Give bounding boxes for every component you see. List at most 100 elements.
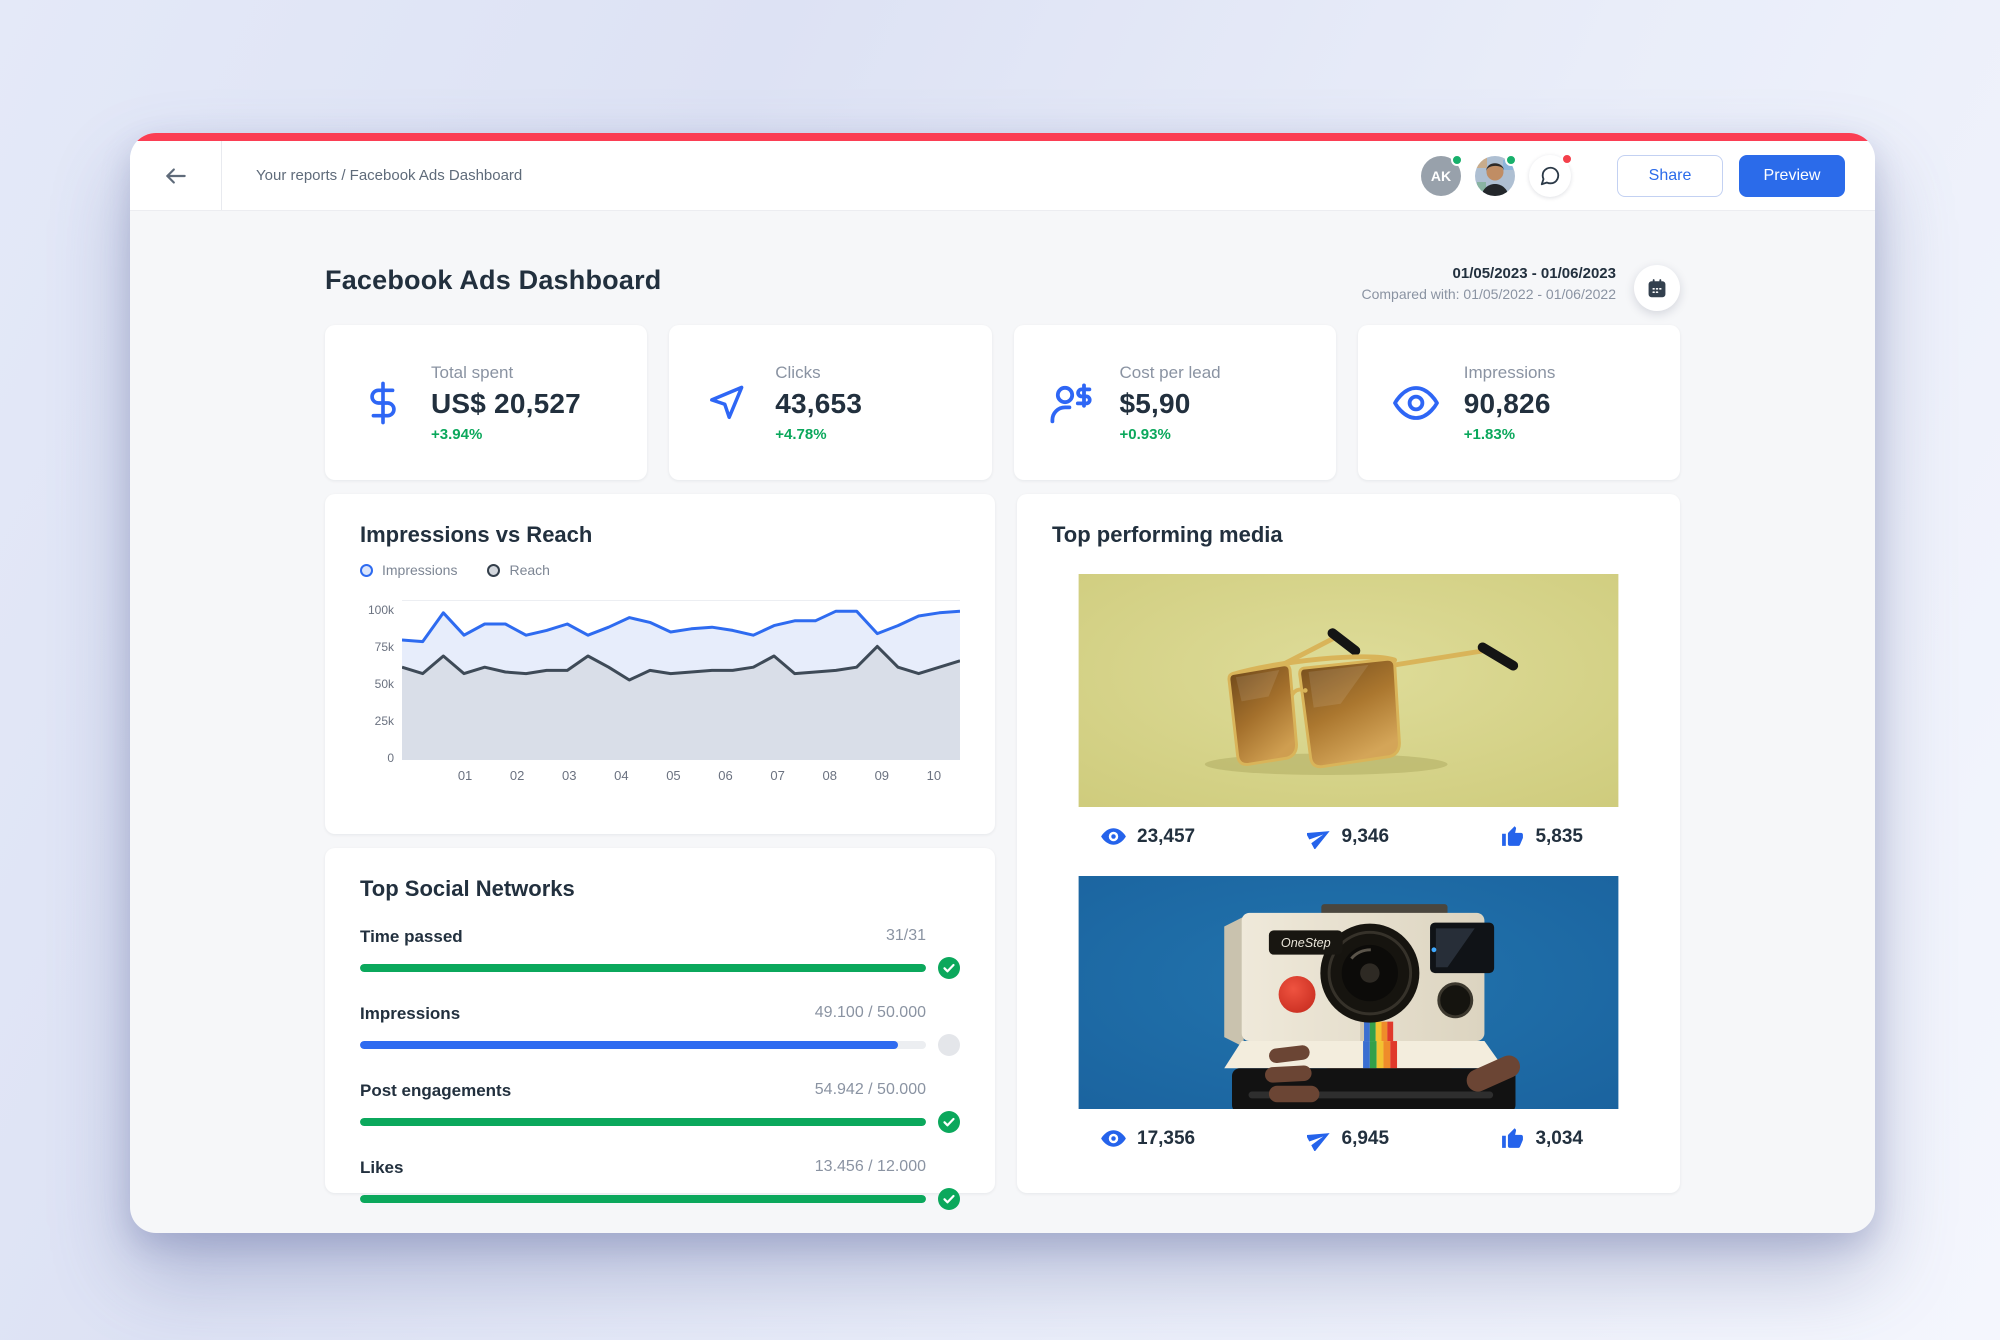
social-row-value: 49.100 / 50.000 xyxy=(814,1004,926,1021)
check-circle-icon xyxy=(938,957,960,979)
media-views: 23,457 xyxy=(1100,823,1195,850)
chart-legend: Impressions Reach xyxy=(360,562,960,578)
social-row-1: Impressions 49.100 / 50.000 xyxy=(360,1004,960,1056)
progress-bar xyxy=(360,1195,926,1203)
progress-status-icon xyxy=(938,1111,960,1133)
topbar-actions: AK xyxy=(1407,152,1875,197)
kpi-label: Total spent xyxy=(431,362,514,382)
sunglasses-photo xyxy=(1078,574,1619,807)
kpi-delta: +3.94% xyxy=(431,425,483,443)
online-indicator xyxy=(1505,153,1517,166)
media-stats-row: 23,457 9,346 xyxy=(1052,823,1645,850)
kpi-delta: +0.93% xyxy=(1119,425,1171,443)
chart-title: Impressions vs Reach xyxy=(360,522,593,547)
pending-circle-icon xyxy=(938,1034,960,1056)
legend-impressions[interactable]: Impressions xyxy=(360,562,457,578)
progress-bar xyxy=(360,1041,926,1049)
page-title: Facebook Ads Dashboard xyxy=(325,265,662,295)
thumbs-up-icon xyxy=(1502,826,1524,846)
chart-y-axis: 0 25k 50k 75k 100k xyxy=(367,603,394,765)
avatar-photo[interactable] xyxy=(1475,153,1517,196)
dollar-icon xyxy=(351,380,415,426)
social-row-value: 31/31 xyxy=(885,927,926,944)
dashboard-content: Facebook Ads Dashboard 01/05/2023 - 01/0… xyxy=(130,211,1875,1210)
media-item-sunglasses: 23,457 9,346 xyxy=(1052,574,1645,850)
social-row-3: Likes 13.456 / 12.000 xyxy=(360,1158,960,1210)
notification-indicator xyxy=(1561,152,1573,165)
social-row-label: Impressions xyxy=(360,1004,461,1023)
progress-status-icon xyxy=(938,1188,960,1210)
progress-status-icon xyxy=(938,957,960,979)
kpi-label: Cost per lead xyxy=(1119,362,1221,382)
social-row-label: Likes xyxy=(360,1158,404,1177)
kpi-value: US$ 20,527 xyxy=(431,387,581,419)
social-row-label: Time passed xyxy=(360,927,463,946)
chat-icon xyxy=(1540,166,1560,185)
media-title: Top performing media xyxy=(1052,522,1283,547)
share-button[interactable]: Share xyxy=(1617,154,1723,197)
kpi-value: $5,90 xyxy=(1119,387,1191,419)
kpi-card-clicks: Clicks 43,653 +4.78% xyxy=(669,325,992,480)
check-circle-icon xyxy=(938,1111,960,1133)
media-stats-row: 17,356 6,945 xyxy=(1052,1125,1645,1152)
social-row-value: 54.942 / 50.000 xyxy=(814,1081,926,1098)
arrow-left-icon xyxy=(165,167,186,184)
back-button[interactable] xyxy=(130,141,222,210)
thumbs-up-icon xyxy=(1502,1128,1524,1148)
online-indicator xyxy=(1451,153,1463,166)
kpi-delta: +1.83% xyxy=(1463,425,1516,443)
share-arrow-icon xyxy=(1306,1133,1330,1151)
media-likes: 5,835 xyxy=(1500,823,1583,850)
impressions-vs-reach-panel: Impressions vs Reach Impressions Reach 0… xyxy=(325,494,995,834)
avatar-initials: AK xyxy=(1430,167,1452,184)
legend-dot-impressions xyxy=(360,563,373,577)
area-chart: 0 25k 50k 75k 100k xyxy=(360,600,960,765)
legend-reach[interactable]: Reach xyxy=(487,562,550,578)
user-dollar-icon xyxy=(1040,379,1104,427)
calendar-button[interactable] xyxy=(1634,265,1680,311)
top-performing-media-panel: Top performing media xyxy=(1017,494,1680,1193)
eye-icon xyxy=(1384,379,1448,427)
media-shares: 9,346 xyxy=(1306,823,1389,850)
top-social-networks-panel: Top Social Networks Time passed 31/31 Impr… xyxy=(325,848,995,1210)
social-row-0: Time passed 31/31 xyxy=(360,927,960,979)
kpi-card-impressions: Impressions 90,826 +1.83% xyxy=(1357,325,1680,480)
kpi-label: Impressions xyxy=(1463,362,1556,382)
top-bar: Your reports / Facebook Ads Dashboard AK xyxy=(130,141,1875,211)
social-row-value: 13.456 / 12.000 xyxy=(814,1158,926,1175)
kpi-card-total-spent: Total spent US$ 20,527 +3.94% xyxy=(325,325,648,480)
kpi-value: 90,826 xyxy=(1463,387,1551,419)
avatar-ak[interactable]: AK xyxy=(1421,153,1463,196)
check-circle-icon xyxy=(938,1188,960,1210)
views-eye-icon xyxy=(1101,1130,1126,1147)
media-views: 17,356 xyxy=(1100,1125,1195,1152)
preview-button[interactable]: Preview xyxy=(1739,154,1845,197)
calendar-icon xyxy=(1648,279,1666,298)
progress-status-icon xyxy=(938,1034,960,1056)
kpi-value: 43,653 xyxy=(775,387,863,419)
date-compared: Compared with: 01/05/2022 - 01/06/2022 xyxy=(1361,286,1616,302)
progress-bar xyxy=(360,1118,926,1126)
legend-dot-reach xyxy=(487,563,501,577)
social-row-label: Post engagements xyxy=(360,1081,512,1100)
cursor-icon xyxy=(695,381,759,425)
media-shares: 6,945 xyxy=(1306,1125,1389,1152)
report-window: Your reports / Facebook Ads Dashboard AK xyxy=(130,133,1875,1233)
camera-photo: OneStep xyxy=(1078,876,1619,1109)
kpi-label: Clicks xyxy=(775,362,821,382)
media-item-camera: OneStep xyxy=(1052,876,1645,1152)
kpi-card-cost-per-lead: Cost per lead $5,90 +0.93% xyxy=(1013,325,1336,480)
kpi-delta: +4.78% xyxy=(775,425,827,443)
page-header: Facebook Ads Dashboard 01/05/2023 - 01/0… xyxy=(325,265,1680,311)
kpi-cards-row: Total spent US$ 20,527 +3.94% Clicks 43,… xyxy=(325,325,1680,480)
date-range-block: 01/05/2023 - 01/06/2023 Compared with: 0… xyxy=(1361,265,1616,302)
chart-plot xyxy=(402,600,960,760)
breadcrumb[interactable]: Your reports / Facebook Ads Dashboard xyxy=(256,167,523,184)
progress-bar xyxy=(360,964,926,972)
comments-button[interactable] xyxy=(1529,152,1573,197)
window-accent-bar xyxy=(130,133,1875,141)
media-likes: 3,034 xyxy=(1500,1125,1583,1152)
camera-label: OneStep xyxy=(1281,936,1331,950)
social-row-2: Post engagements 54.942 / 50.000 xyxy=(360,1081,960,1133)
social-progress-list: Time passed 31/31 Impressions 49.100 / 50.0… xyxy=(360,927,960,1210)
